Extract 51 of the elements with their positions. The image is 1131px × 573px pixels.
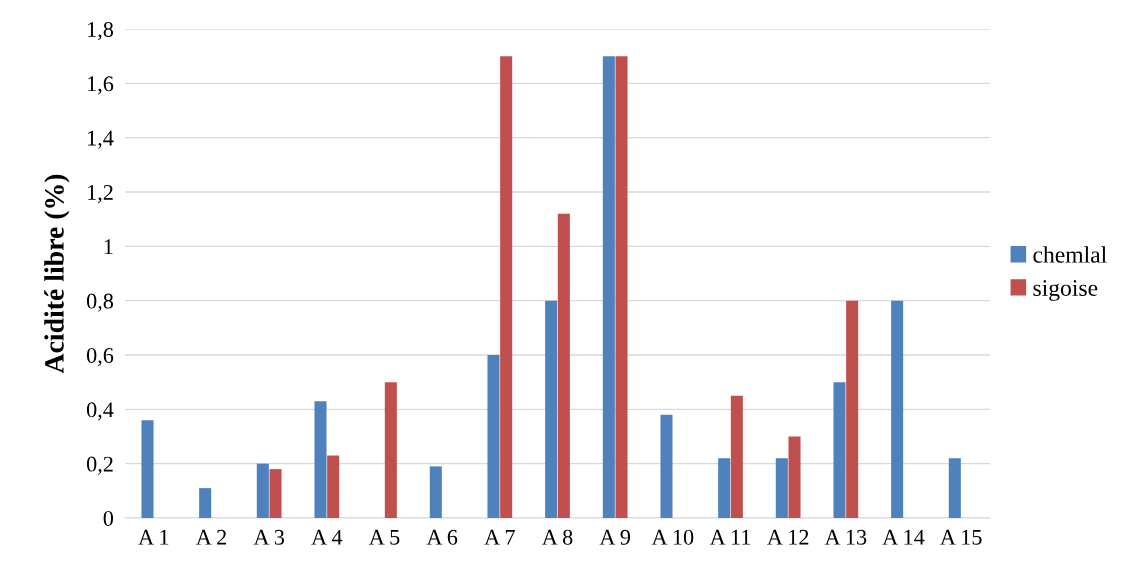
- bar: [833, 382, 846, 518]
- bar: [500, 56, 513, 518]
- bar: [775, 458, 788, 518]
- y-tick-label: 1,8: [88, 21, 114, 41]
- x-tick-label: A 14: [882, 529, 925, 545]
- bar: [730, 395, 743, 518]
- y-tick-label: 1: [104, 239, 113, 255]
- x-tick-label: A 8: [541, 529, 573, 545]
- bar: [429, 466, 442, 518]
- bar: [269, 469, 282, 518]
- bar: [846, 300, 859, 518]
- x-tick-label: A 13: [824, 529, 867, 545]
- x-tick-label: A 10: [651, 529, 694, 545]
- bar: [948, 458, 961, 518]
- x-tick-label: A 11: [709, 529, 751, 545]
- y-tick-label: 0,2: [86, 456, 113, 475]
- x-tick-label: A 4: [311, 529, 343, 545]
- y-tick-label: 0,6: [86, 347, 114, 367]
- bar: [615, 56, 628, 518]
- bar: [487, 355, 500, 518]
- bar: [718, 458, 731, 518]
- bar: [891, 300, 904, 518]
- bar: [545, 300, 558, 518]
- bar: [660, 414, 673, 518]
- bar: [557, 213, 570, 518]
- x-tick-label: A 2: [195, 529, 227, 545]
- x-tick-label: A 15: [940, 529, 982, 545]
- x-tick-label: A 9: [599, 529, 630, 545]
- y-tick-label: 0,4: [86, 402, 114, 421]
- bar: [602, 56, 615, 518]
- x-tick-label: A 6: [426, 529, 458, 545]
- x-tick-label: A 7: [484, 529, 515, 545]
- legend-label: sigoise: [1033, 280, 1098, 301]
- legend-label: chemlal: [1033, 246, 1107, 263]
- x-tick-label: A 3: [253, 529, 285, 545]
- bar: [199, 488, 212, 518]
- y-tick-label: 1,6: [88, 76, 114, 95]
- y-tick-label: 0,8: [86, 293, 114, 312]
- x-tick-label: A 12: [767, 529, 809, 545]
- bar: [141, 420, 154, 518]
- bar: [256, 463, 269, 518]
- bar: [327, 455, 340, 518]
- bar: [788, 436, 801, 518]
- y-tick-label: 1,4: [88, 130, 114, 149]
- bar: [384, 382, 397, 518]
- y-tick-label: 0: [103, 510, 114, 526]
- x-tick-label: A 1: [138, 529, 169, 545]
- bar: [314, 401, 327, 518]
- y-tick-label: 1,2: [88, 184, 113, 204]
- x-tick-label: A 5: [368, 529, 400, 545]
- y-axis-title: Acidité libre (%): [44, 174, 70, 374]
